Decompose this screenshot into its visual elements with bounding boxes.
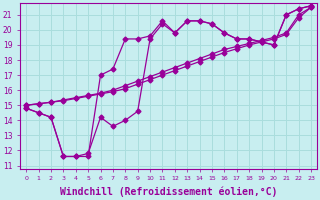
X-axis label: Windchill (Refroidissement éolien,°C): Windchill (Refroidissement éolien,°C) (60, 187, 277, 197)
